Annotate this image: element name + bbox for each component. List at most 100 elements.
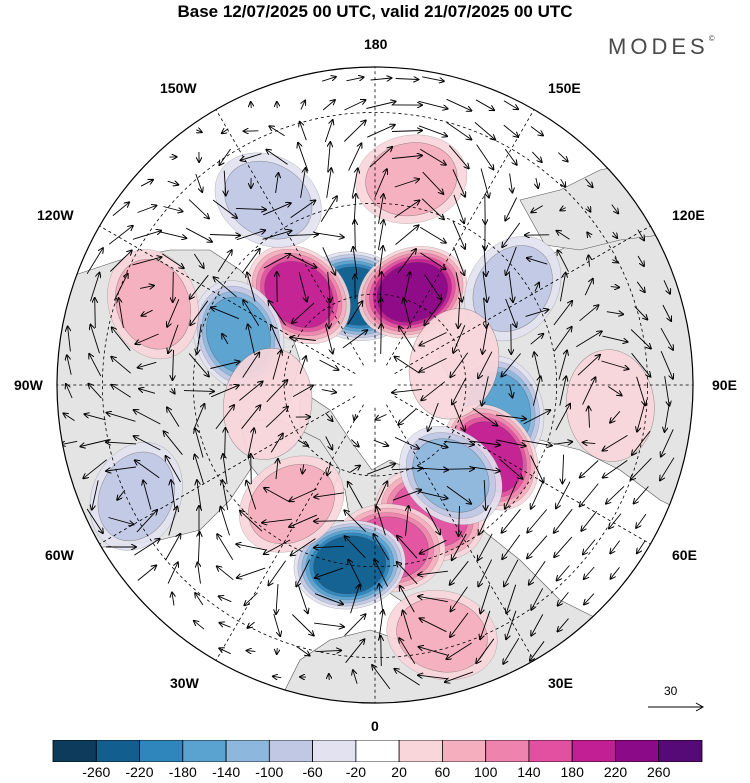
wind-arrow: [476, 144, 494, 170]
wind-arrow: [504, 148, 516, 165]
wind-arrow: [602, 335, 627, 342]
lon-label-0: 0: [371, 718, 379, 734]
wind-arrow: [222, 334, 229, 345]
wind-arrow: [474, 122, 495, 139]
wind-arrow: [211, 385, 239, 398]
wind-arrow: [366, 102, 395, 109]
wind-arrow: [168, 507, 177, 536]
colorbar-tick-label: -60: [302, 764, 323, 780]
wind-arrow: [141, 309, 153, 316]
wind-arrow: [266, 150, 288, 165]
wind-arrow: [271, 325, 284, 353]
wind-arrow: [601, 360, 629, 369]
wind-arrow: [219, 596, 232, 603]
wind-arrow: [132, 231, 161, 240]
wind-arrow: [240, 511, 263, 532]
wind-arrow: [134, 436, 161, 451]
wind-arrow: [139, 389, 156, 394]
wind-arrow: [506, 584, 517, 614]
wind-arrow: [172, 593, 174, 606]
wind-arrow: [354, 413, 356, 420]
wind-arrow: [193, 253, 203, 268]
wind-arrow: [273, 676, 282, 677]
wind-arrow: [418, 491, 447, 499]
wind-arrow: [530, 641, 545, 660]
wind-arrow: [531, 205, 543, 213]
anomaly-contour: [97, 451, 175, 542]
wind-arrow: [637, 255, 644, 266]
lon-label-120w: 120W: [37, 207, 74, 223]
wind-arrow: [348, 560, 363, 587]
wind-arrow: [113, 274, 127, 301]
wind-arrow: [222, 129, 229, 134]
wind-arrow: [419, 647, 448, 656]
wind-arrow: [277, 647, 278, 654]
wind-arrow: [397, 536, 418, 559]
wind-arrow: [289, 253, 317, 267]
wind-arrow: [276, 173, 279, 193]
wind-arrow: [637, 540, 646, 553]
wind-arrow: [219, 648, 231, 655]
wind-arrow: [579, 305, 599, 322]
wind-arrow: [452, 169, 465, 196]
wind-arrow: [496, 439, 525, 446]
wind-arrow: [560, 208, 565, 211]
wind-arrow: [478, 351, 493, 379]
colorbar-tick-label: -260: [82, 764, 111, 780]
wind-arrow: [418, 438, 448, 448]
wind-arrow: [580, 483, 599, 507]
wind-arrow: [535, 283, 539, 292]
wind-arrow: [215, 405, 234, 430]
wind-arrow: [505, 298, 517, 327]
wind-arrow: [314, 593, 343, 605]
wind-arrow: [235, 208, 266, 209]
wind-arrow: [242, 353, 260, 378]
wind-arrow: [322, 247, 335, 274]
wind-arrow: [315, 567, 344, 578]
wind-arrow: [328, 272, 331, 302]
wind-arrow: [106, 466, 136, 471]
anomaly-contour: [376, 262, 448, 323]
wind-arrow: [372, 665, 391, 690]
wind-arrow: [391, 468, 422, 469]
colorbar-tick-label: 60: [434, 764, 451, 780]
wind-arrow: [403, 611, 412, 640]
wind-arrow: [314, 232, 344, 238]
wind-arrow: [609, 513, 622, 529]
wind-arrow: [444, 440, 474, 444]
colorbar-tick-label: 180: [560, 764, 584, 780]
wind-arrow: [367, 125, 394, 138]
wind-arrow: [557, 152, 567, 162]
wind-arrow: [320, 196, 337, 222]
wind-arrow: [137, 206, 157, 213]
wind-arrow: [217, 250, 232, 273]
wind-arrow: [262, 231, 292, 240]
wind-arrow: [557, 565, 570, 581]
wind-arrow: [378, 194, 384, 224]
wind-arrow: [496, 414, 526, 419]
wind-arrow: [553, 327, 571, 352]
wind-arrow: [555, 404, 570, 431]
wind-arrow: [453, 194, 464, 223]
colorbar-swatch: [225, 740, 270, 762]
wind-arrow: [399, 326, 416, 352]
wind-arrow: [92, 480, 99, 509]
wind-arrow: [470, 466, 500, 471]
wind-arrow: [297, 584, 308, 613]
wind-arrow: [345, 536, 366, 559]
wind-arrow: [289, 488, 317, 501]
wind-arrow: [502, 509, 521, 532]
wind-arrow: [64, 413, 75, 421]
wind-arrow: [80, 439, 110, 447]
wind-arrow: [198, 562, 201, 584]
wind-arrow: [85, 414, 106, 421]
wind-arrow: [501, 353, 521, 377]
colorbar-swatch: [485, 740, 530, 762]
wind-arrow: [531, 151, 541, 162]
wind-arrow: [298, 143, 309, 172]
wind-arrow: [374, 481, 388, 509]
wind-arrow: [581, 510, 598, 531]
wind-arrow: [584, 593, 595, 605]
wind-arrow: [265, 407, 288, 428]
wind-arrow: [314, 622, 344, 627]
